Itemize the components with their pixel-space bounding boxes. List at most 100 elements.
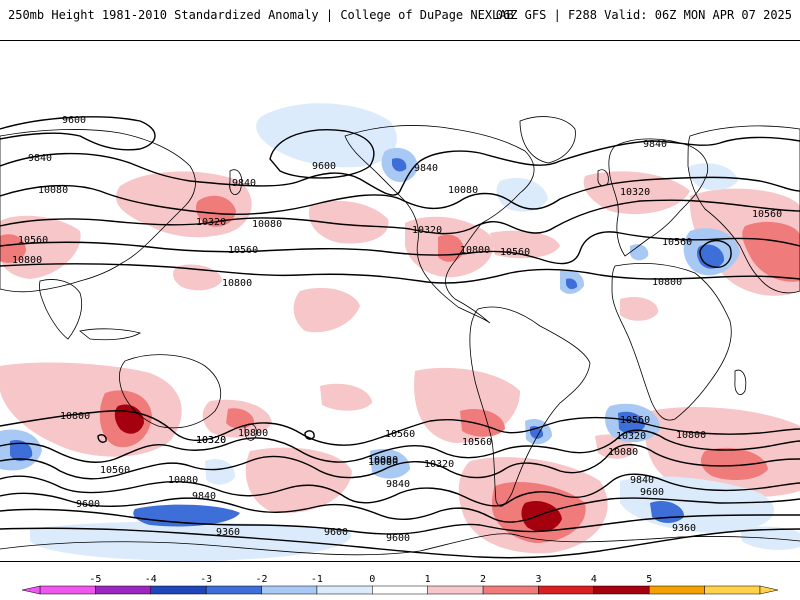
coastline-australia	[118, 354, 222, 429]
anomaly-positive-area	[226, 408, 255, 429]
contour-label: 10800	[460, 245, 490, 256]
anomaly-positive-area	[620, 296, 659, 321]
colorbar-swatch	[261, 585, 318, 595]
contour-label: 10800	[238, 428, 268, 439]
contour-10320-sh	[0, 444, 800, 480]
colorbar-swatch	[427, 585, 484, 595]
anomaly-negative-area	[205, 458, 236, 485]
contour-label: 10560	[752, 209, 782, 220]
colorbar-swatch	[372, 585, 428, 595]
contour-low-asia	[699, 240, 732, 268]
colorbar-tick-label: 0	[369, 574, 375, 585]
colorbar-swatch	[95, 585, 152, 595]
contour-label: 10560	[500, 247, 530, 258]
coastline-africa	[611, 263, 732, 421]
contour-label: 9600	[62, 115, 86, 126]
contour-label: 9600	[640, 487, 664, 498]
contour-10560-nh	[0, 231, 800, 265]
anomaly-shading	[0, 103, 800, 561]
colorbar-tick-label: 2	[480, 574, 486, 585]
contour-label: 10560	[100, 465, 130, 476]
contour-10800-sh	[0, 410, 800, 446]
contour-label: 10560	[462, 437, 492, 448]
contour-label: 9840	[28, 153, 52, 164]
contour-9840-nh	[0, 136, 800, 196]
anomaly-positive-area	[320, 383, 372, 411]
anomaly-negative-area	[256, 103, 397, 168]
colorbar-tick-label: -4	[145, 574, 157, 585]
contour-9600-sh	[0, 508, 800, 535]
anomaly-positive-area	[490, 230, 560, 259]
contour-10560-sh	[0, 429, 800, 463]
colorbar-tick-label: 5	[646, 574, 652, 585]
anomaly-positive-area	[583, 171, 690, 215]
colorbar-swatches	[21, 585, 779, 595]
contour-10320-nh	[0, 199, 800, 235]
contour-label: 9360	[672, 523, 696, 534]
contour-label: 10560	[18, 235, 48, 246]
contour-label: 10560	[228, 245, 258, 256]
contour-label: 10320	[412, 225, 442, 236]
coastline-north-america	[344, 125, 535, 324]
contour-label: 9840	[643, 139, 667, 150]
contour-label: 10080	[368, 457, 398, 468]
product-title: 250mb Height 1981-2010 Standardized Anom…	[8, 8, 514, 22]
contour-label: 10560	[385, 429, 415, 440]
anomaly-positive-area	[308, 200, 389, 244]
colorbar-max-arrow	[759, 585, 779, 595]
anomaly-positive-area	[742, 221, 800, 282]
coastline-asia-west	[0, 129, 196, 293]
anomaly-positive-area	[0, 234, 26, 263]
contour-label: 9840	[192, 491, 216, 502]
coastline-india	[39, 279, 83, 340]
contour-label: 10320	[620, 187, 650, 198]
contour-label: 9600	[312, 161, 336, 172]
anomaly-negative-area	[630, 244, 649, 261]
coastline-antarctica	[0, 533, 800, 556]
contour-label: 10080	[38, 185, 68, 196]
anomaly-negative-area	[618, 411, 645, 434]
anomaly-colorbar: -5 -4 -3 -2 -1 0 1 2 3 4 5	[0, 562, 800, 600]
anomaly-positive-area	[293, 287, 360, 333]
contour-9360-sh	[0, 527, 800, 559]
contour-label: 10320	[196, 217, 226, 228]
coastline-europe	[608, 138, 709, 257]
map-panel: 9600 9840 9600 9840 9840 10080 10320 100…	[0, 40, 800, 562]
anomaly-positive-area	[114, 404, 144, 434]
contour-label: 10080	[168, 475, 198, 486]
contour-label: 10800	[222, 278, 252, 289]
map-header: 250mb Height 1981-2010 Standardized Anom…	[0, 0, 800, 40]
colorbar-swatch	[482, 585, 539, 595]
anomaly-negative-area	[392, 158, 407, 172]
contour-label: 10320	[196, 435, 226, 446]
contour-label: 10800	[60, 411, 90, 422]
colorbar-swatch	[39, 585, 96, 595]
colorbar-tick-label: 1	[425, 574, 431, 585]
contour-label: 9840	[630, 475, 654, 486]
contour-label: 10800	[676, 430, 706, 441]
contour-9840-sh	[0, 492, 800, 523]
anomaly-positive-area	[245, 447, 352, 513]
anomaly-positive-area	[521, 500, 562, 532]
anomaly-map: 9600 9840 9600 9840 9840 10080 10320 100…	[0, 41, 800, 561]
colorbar-tick-label: 4	[591, 574, 597, 585]
contour-label: 10320	[196, 435, 226, 446]
contour-small-circle	[304, 430, 315, 440]
contour-label: 10560	[620, 415, 650, 426]
height-contours	[0, 116, 800, 559]
coastline-south-america	[469, 306, 591, 507]
colorbar-swatch	[316, 585, 373, 595]
colorbar-tick-label: 3	[535, 574, 541, 585]
contour-label: 10080	[368, 455, 398, 466]
anomaly-positive-area	[700, 447, 768, 481]
colorbar-labels: -5 -4 -3 -2 -1 0 1 2 3 4 5	[89, 574, 652, 585]
colorbar-swatch	[150, 585, 207, 595]
contour-label: 10320	[616, 431, 646, 442]
contour-label: 10560	[662, 237, 692, 248]
coastline-greenland	[519, 116, 576, 164]
coastline-madagascar	[734, 369, 747, 395]
coastlines	[0, 116, 800, 556]
anomaly-negative-area	[30, 521, 352, 561]
contour-label: 9600	[324, 527, 348, 538]
contour-label: 9840	[386, 479, 410, 490]
